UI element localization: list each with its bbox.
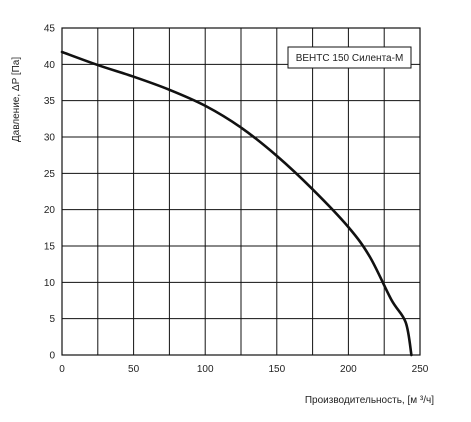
series-line bbox=[60, 50, 413, 357]
y-tick-label: 40 bbox=[44, 60, 56, 71]
y-tick-label: 5 bbox=[49, 314, 55, 325]
y-tick-label: 0 bbox=[49, 351, 55, 362]
y-tick-label: 30 bbox=[44, 133, 56, 144]
plot-frame bbox=[61, 27, 421, 356]
y-tick-label: 10 bbox=[44, 278, 56, 289]
grid bbox=[61, 27, 421, 356]
y-tick-label: 15 bbox=[44, 242, 56, 253]
y-tick-label: 20 bbox=[44, 205, 56, 216]
x-tick-label: 250 bbox=[412, 364, 429, 375]
legend-series-name: ВЕНТС 150 Силента-М bbox=[296, 53, 404, 64]
x-tick-label: 200 bbox=[340, 364, 357, 375]
legend-box bbox=[287, 46, 412, 69]
x-axis-label: Производительность, [м ³/ч] bbox=[305, 395, 434, 406]
x-tick-label: 0 bbox=[59, 364, 65, 375]
series-curves bbox=[60, 50, 413, 357]
x-tick-label: 50 bbox=[128, 364, 140, 375]
tick-labels: 0 50 100 150 200 250 0 5 10 15 20 25 30 35 40 45 bbox=[44, 24, 429, 376]
y-tick-label: 25 bbox=[44, 169, 56, 180]
y-axis-label: Давление, ΔP [Па] bbox=[11, 57, 22, 143]
x-tick-label: 100 bbox=[197, 364, 214, 375]
y-tick-label: 35 bbox=[44, 96, 56, 107]
legend: ВЕНТС 150 Силента-М bbox=[287, 46, 412, 69]
y-tick-label: 45 bbox=[44, 24, 56, 35]
x-tick-label: 150 bbox=[268, 364, 285, 375]
